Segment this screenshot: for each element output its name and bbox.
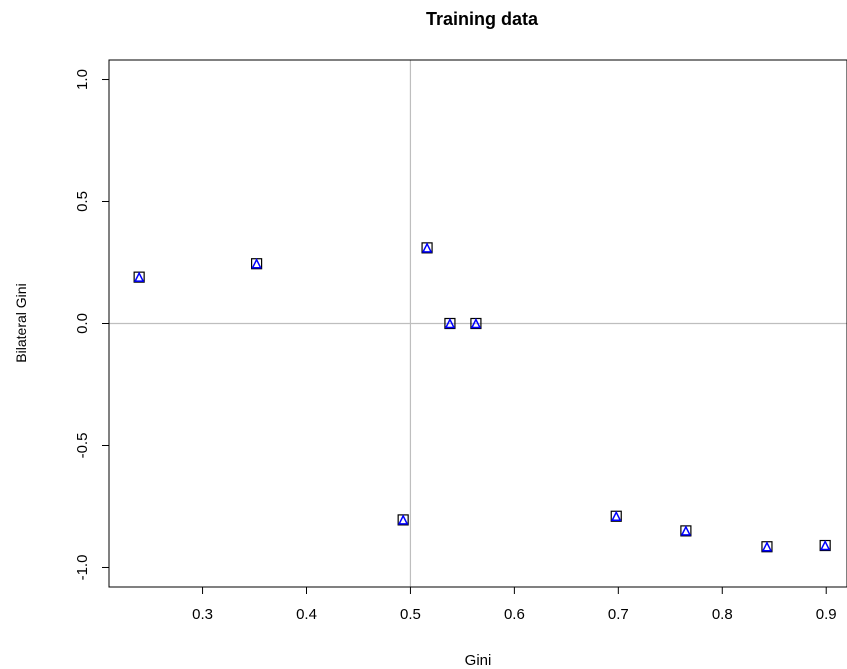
data-point — [819, 539, 831, 552]
x-tick-label: 0.4 — [296, 606, 317, 623]
y-tick-label: -0.5 — [74, 433, 91, 459]
point-triangle-marker — [611, 510, 622, 521]
y-tick-label: 0.0 — [74, 313, 91, 334]
x-tick-label: 0.8 — [712, 606, 733, 623]
data-point — [761, 541, 773, 553]
data-point — [470, 317, 482, 330]
x-tick-label: 0.3 — [192, 606, 213, 623]
x-tick-label: 0.5 — [400, 606, 421, 623]
point-triangle-marker — [421, 242, 433, 253]
y-tick-label: 1.0 — [74, 69, 91, 90]
y-axis: 1.0 0.5 0.0 -0.5 -1.0 — [74, 69, 110, 581]
point-triangle-marker — [251, 258, 262, 269]
x-tick-label: 0.9 — [816, 606, 837, 623]
chart-title: Training data — [426, 9, 539, 29]
data-point — [421, 242, 433, 254]
point-triangle-marker — [761, 541, 773, 552]
y-axis-label: Bilateral Gini — [13, 283, 29, 362]
x-tick-label: 0.7 — [608, 606, 629, 623]
x-tick-label: 0.6 — [504, 606, 525, 623]
point-triangle-marker — [680, 525, 692, 536]
point-triangle-marker — [133, 271, 145, 282]
data-point — [680, 525, 692, 537]
x-axis-label: Gini — [465, 652, 492, 669]
y-tick-label: -1.0 — [74, 555, 91, 581]
data-point — [397, 514, 409, 526]
point-triangle-marker — [470, 317, 482, 329]
point-triangle-marker — [819, 539, 831, 551]
data-point — [610, 510, 622, 522]
point-triangle-marker — [397, 514, 409, 525]
data-point — [444, 317, 456, 330]
data-point — [133, 271, 145, 283]
data-points — [133, 242, 831, 553]
x-axis: 0.3 0.4 0.5 0.6 0.7 0.8 0.9 — [192, 586, 837, 623]
point-triangle-marker — [444, 317, 456, 329]
y-tick-label: 0.5 — [74, 191, 91, 212]
data-point — [251, 258, 263, 270]
